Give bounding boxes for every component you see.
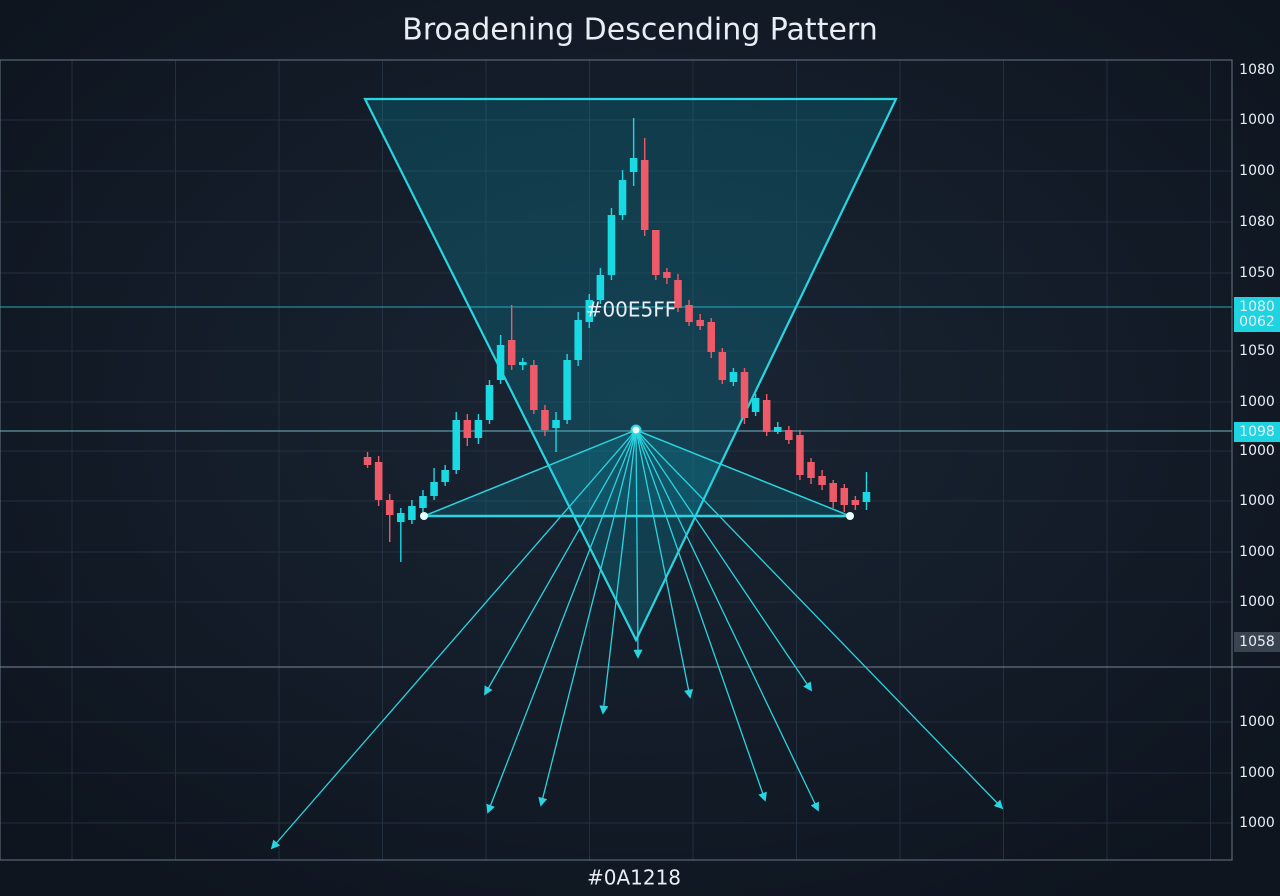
projection-arrow (635, 429, 813, 692)
candle-body (740, 372, 749, 418)
candle-body (552, 420, 560, 428)
candle-body (840, 488, 849, 505)
y-axis-label: 1000 (1239, 112, 1275, 128)
y-axis-label: 0062 (1239, 314, 1275, 330)
projection-fan (270, 429, 1004, 850)
y-axis-label: 1000 (1239, 714, 1275, 730)
candle-body (640, 160, 649, 230)
annotation: #00E5FF (586, 298, 677, 322)
projection-arrow (635, 429, 694, 699)
y-axis-label: 1080 (1239, 214, 1275, 230)
candle-body (751, 398, 760, 412)
candle-body (685, 305, 693, 322)
candles (363, 118, 871, 562)
candle-body (518, 362, 527, 365)
candle-body (408, 506, 416, 520)
candle-body (530, 365, 538, 410)
candle-body (585, 300, 594, 322)
y-axis-label: 1000 (1239, 443, 1275, 459)
y-axis-label: 1000 (1239, 765, 1275, 781)
candle-body (773, 427, 782, 432)
projection-arrow (270, 429, 637, 850)
projection-arrow (538, 429, 637, 807)
y-axis-label: 1000 (1239, 594, 1275, 610)
y-axis-labels: 1080100010001080105010800062105010001098… (1234, 62, 1280, 831)
projection-arrow (486, 429, 637, 814)
x-axis-label: #0A1218 (587, 866, 681, 890)
candle-body (729, 372, 738, 382)
y-axis-label: 1098 (1239, 424, 1275, 440)
candle-body (419, 496, 427, 508)
candle-body (374, 462, 383, 500)
projection-arrow (484, 429, 637, 696)
pivot-point (420, 512, 428, 520)
y-axis-label: 1050 (1239, 343, 1275, 359)
candle-body (807, 462, 815, 478)
y-label-highlight (1234, 632, 1280, 652)
candle-body (474, 420, 483, 438)
candle-body (430, 482, 438, 496)
projection-arrow (635, 429, 819, 812)
candle-body (862, 492, 871, 502)
candle-body (618, 180, 627, 215)
candle-body (652, 230, 660, 275)
candle-body (707, 322, 716, 352)
y-axis-label: 1058 (1239, 634, 1275, 650)
projection-arrow (635, 429, 1004, 810)
candle-body (385, 500, 394, 515)
y-axis-label: 1050 (1239, 265, 1275, 281)
candle-body (851, 500, 860, 505)
y-axis-label: 1000 (1239, 544, 1275, 560)
candle-body (496, 345, 505, 380)
candle-body (596, 275, 605, 300)
y-axis-label: 1080 (1239, 299, 1275, 315)
candle-body (696, 320, 704, 326)
candle-body (563, 360, 571, 420)
candle-body (463, 420, 472, 438)
y-label-highlight (1234, 312, 1280, 332)
y-axis-label: 1000 (1239, 815, 1275, 831)
candle-body (785, 430, 793, 440)
candle-body (574, 320, 582, 360)
chart-title: Broadening Descending Pattern (402, 13, 878, 48)
projection-arrow (635, 429, 767, 802)
y-axis-label: 1000 (1239, 163, 1275, 179)
candle-body (629, 158, 638, 172)
candle-body (507, 340, 516, 365)
projection-arrow (633, 429, 643, 659)
y-axis-label: 1080 (1239, 62, 1275, 78)
pivot-point (846, 512, 854, 520)
candle-body (796, 435, 804, 475)
projection-arrow (599, 429, 637, 715)
y-label-highlight (1234, 422, 1280, 442)
candle-body (818, 476, 826, 485)
candle-body (829, 483, 837, 502)
candle-body (674, 280, 682, 308)
candle-body (441, 470, 449, 482)
y-axis-label: 1000 (1239, 493, 1275, 509)
pivot-point (630, 424, 642, 436)
candle-body (397, 513, 405, 522)
candle-body (363, 457, 372, 465)
candle-body (762, 400, 771, 432)
candle-body (452, 420, 461, 470)
candle-body (541, 410, 549, 430)
candle-body (485, 385, 494, 420)
y-axis-label: 1000 (1239, 394, 1275, 410)
candle-body (607, 215, 616, 275)
candle-body (718, 352, 727, 380)
candle-body (663, 272, 671, 278)
